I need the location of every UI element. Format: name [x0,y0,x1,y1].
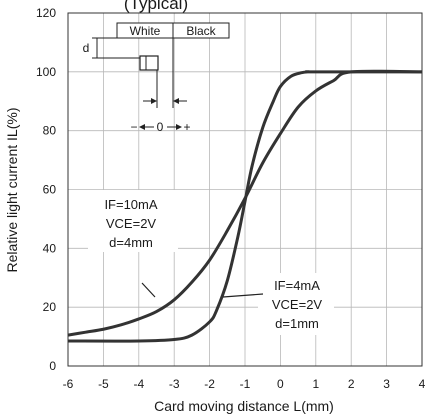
y-tick-label: 0 [49,359,56,373]
arrowhead-left-icon [139,124,145,130]
annotation-if10ma-line1: IF=10mA [104,197,157,212]
y-tick-label: 80 [43,124,57,138]
zero-label: 0 [157,120,164,134]
x-tick-label: 4 [419,377,426,391]
x-tick-label: 2 [348,377,355,391]
x-tick-label: -1 [240,377,251,391]
grid-lines [68,13,422,366]
inset-diagram: White Black d − 0 + [83,22,230,134]
annotation-if4ma-line1: IF=4mA [274,278,320,293]
black-area-box [172,22,230,39]
annotation-if10ma: IF=10mA VCE=2V d=4mm [88,190,178,298]
x-tick-label: 3 [383,377,390,391]
annotation-if10ma-line2: VCE=2V [106,216,157,231]
arrowhead-left-icon [173,98,179,104]
plot-frame [67,12,423,367]
annotation-background [258,273,334,335]
annotation-if4ma-pointer [222,293,264,298]
annotation-if4ma-line3: d=1mm [275,316,319,331]
black-label: Black [186,24,216,38]
sensor-icon [139,55,159,71]
x-tick-label: -6 [63,377,74,391]
x-tick-label: -2 [204,377,215,391]
annotation-if4ma: IF=4mA VCE=2V d=1mm [222,273,334,335]
y-tick-label: 100 [36,65,56,79]
minus-sign: − [130,120,137,134]
series-layer [67,69,423,343]
plus-sign: + [183,120,190,134]
arrowhead-right-icon [176,124,182,130]
series-line-1 [67,69,423,337]
x-tick-label: -4 [133,377,144,391]
x-tick-label: 0 [277,377,284,391]
white-label: White [130,24,161,38]
d-label: d [83,41,90,55]
annotation-if10ma-line3: d=4mm [109,235,153,250]
series-line-2 [67,70,422,343]
x-tick-label: -5 [98,377,109,391]
arrowhead-right-icon [151,98,157,104]
chart-title: (Typical) [124,0,188,13]
annotation-if10ma-pointer [141,282,156,298]
y-tick-label: 40 [43,241,57,255]
x-axis-label: Card moving distance L(mm) [154,398,334,414]
y-tick-label: 60 [43,183,57,197]
y-tick-label: 120 [36,6,56,20]
annotation-background [88,190,178,252]
annotation-if4ma-line2: VCE=2V [272,297,323,312]
x-tick-label: 1 [312,377,319,391]
y-tick-label: 20 [43,300,57,314]
y-axis-label: Relative light current IL(%) [4,108,20,273]
x-tick-label: -3 [169,377,180,391]
